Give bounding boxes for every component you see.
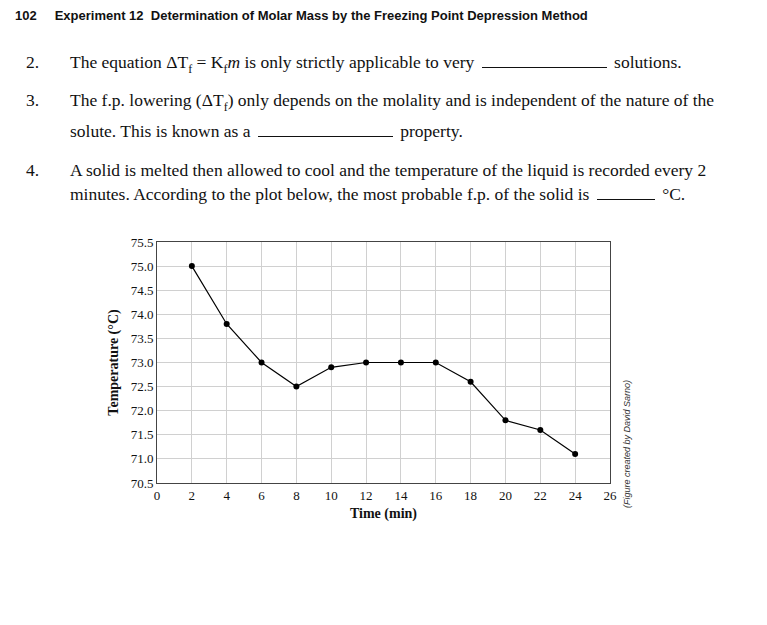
svg-text:16: 16 [429,488,443,503]
svg-text:74.5: 74.5 [131,283,154,298]
svg-text:14: 14 [394,488,408,503]
svg-text:0: 0 [154,488,161,503]
svg-text:75.5: 75.5 [131,235,154,250]
html-text:solutions.: solutions. [609,52,682,72]
html-text:4.: 4. [26,160,40,180]
svg-text:Time (min): Time (min) [350,506,417,522]
svg-text:73.0: 73.0 [131,355,154,370]
svg-text:4: 4 [223,488,230,503]
svg-text:6: 6 [258,488,265,503]
svg-text:22: 22 [534,488,547,503]
svg-text:73.5: 73.5 [131,331,154,346]
svg-text:72.0: 72.0 [131,403,154,418]
svg-text:74.0: 74.0 [131,307,154,322]
html-text:(Figure created by David Sarno: (Figure created by David Sarno) [622,379,632,508]
html-text:The f.p. lowering (ΔTf) only d: The f.p. lowering (ΔTf) only depends on … [70,90,715,141]
html-text:Experiment 12 Determination of: Experiment 12 Determination of Molar Mas… [54,8,588,23]
svg-text:18: 18 [464,488,477,503]
svg-text:Temperature (°C): Temperature (°C) [106,309,122,416]
svg-text:26: 26 [604,488,618,503]
svg-text:12: 12 [360,488,373,503]
svg-text:2: 2 [189,488,196,503]
html-text:property.: property. [395,120,463,141]
svg-text:71.5: 71.5 [131,427,154,442]
html-text:102: 102 [15,8,37,23]
html-text:The equation ΔTf= Kfm is only: The equation ΔTf= Kfm is only strictly a… [70,52,479,76]
svg-text:70.5: 70.5 [131,476,154,491]
svg-text:24: 24 [569,488,583,503]
html-text:A solid is melted then allowed: A solid is melted then allowed to cool a… [70,160,707,204]
svg-text:75.0: 75.0 [131,259,154,274]
svg-text:71.0: 71.0 [131,451,154,466]
svg-text:8: 8 [293,488,300,503]
html-text:3.: 3. [26,90,40,110]
html-text:2.: 2. [26,52,40,72]
svg-text:72.5: 72.5 [131,379,154,394]
svg-text:20: 20 [499,488,512,503]
svg-text:10: 10 [325,488,338,503]
html-text:°C.: °C. [657,184,686,204]
